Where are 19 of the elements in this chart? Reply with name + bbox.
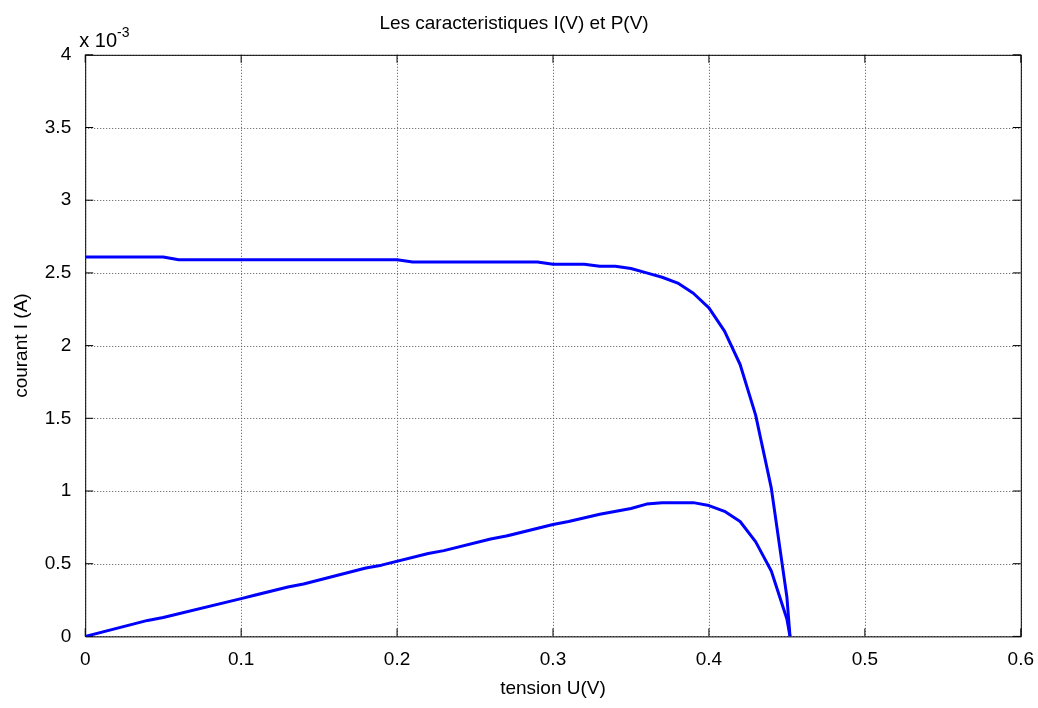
y-tick-label: 2: [60, 333, 72, 355]
x-tick-label: 0.4: [695, 648, 723, 670]
x-tick-label: 0.5: [851, 648, 879, 670]
x-axis-title: tension U(V): [500, 676, 606, 698]
y-tick-label: 1: [60, 479, 72, 501]
x-tick-label: 0.3: [539, 648, 567, 670]
x-tick-label: 0.6: [1007, 648, 1034, 670]
x-tick-label: 0.2: [383, 648, 411, 670]
y-tick-label: 3: [60, 188, 72, 210]
y-tick-label: 4: [60, 43, 72, 65]
chart-title: Les caracteristiques I(V) et P(V): [379, 11, 649, 33]
y-tick-label: 2.5: [44, 261, 72, 283]
y-tick-label: 3.5: [44, 115, 72, 137]
x-tick-label: 0.1: [227, 648, 255, 670]
y-tick-label: 0: [60, 624, 72, 646]
y-tick-label: 0.5: [44, 551, 72, 573]
y-tick-label: 1.5: [44, 406, 72, 428]
x-tick-label: 0: [79, 648, 91, 670]
y-axis-title: courant I (A): [9, 293, 31, 398]
